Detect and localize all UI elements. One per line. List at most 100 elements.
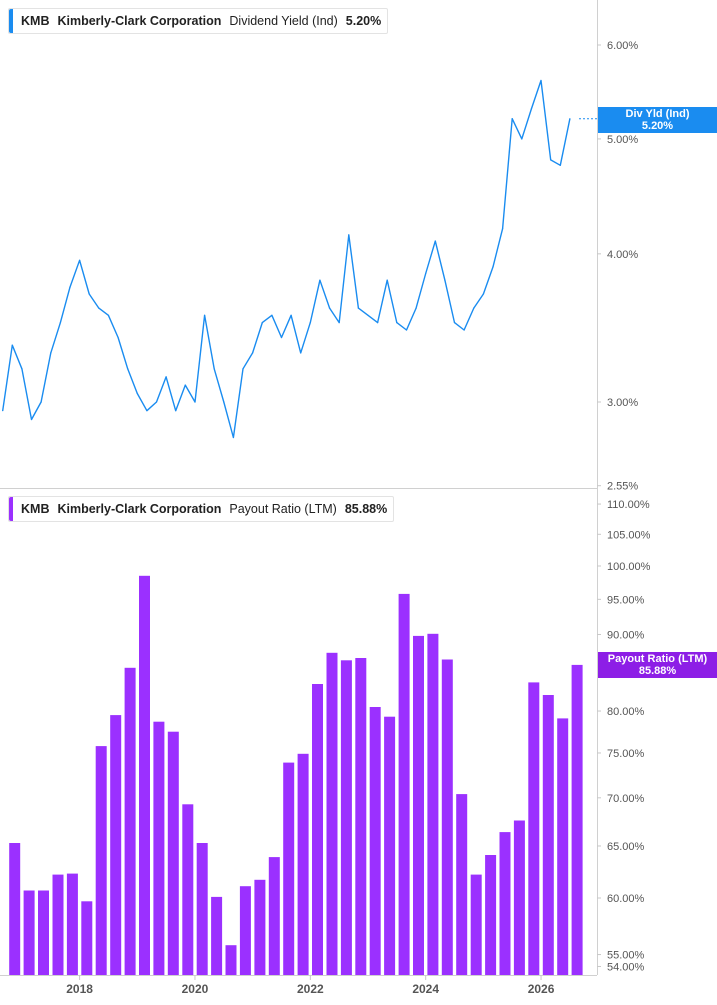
dividend-yield-point (40, 401, 42, 403)
payout-ratio-bar (528, 682, 540, 975)
x-tick-label: 2024 (412, 982, 439, 996)
payout-ratio-y-tick-label: 80.00% (607, 706, 645, 718)
dividend-yield-point (21, 368, 23, 370)
legend-ticker: KMB (21, 14, 50, 28)
dividend-yield-point (136, 392, 138, 395)
dividend-yield-point (261, 322, 263, 324)
dividend-yield-point (319, 279, 321, 281)
payout-ratio-bar (384, 716, 396, 975)
legend-ticker: KMB (21, 502, 50, 516)
dividend-yield-point (242, 368, 244, 370)
payout-ratio-bar (398, 593, 410, 975)
payout-ratio-bar (355, 658, 367, 975)
dividend-yield-point (396, 322, 398, 324)
dividend-yield-y-tick-label: 2.55% (607, 481, 638, 493)
dividend-yield-y-tick-label: 5.00% (607, 134, 638, 146)
payout-ratio-bar (196, 843, 208, 975)
dividend-yield-point (405, 329, 408, 331)
dividend-yield-y-tick-label: 4.00% (607, 249, 638, 261)
payout-ratio-bar (153, 721, 165, 975)
dividend-yield-point (473, 307, 475, 309)
tag-value: 5.20% (641, 120, 674, 132)
payout-ratio-plot (9, 575, 583, 975)
dividend-yield-point (482, 293, 484, 295)
payout-ratio-y-tick-label: 65.00% (607, 841, 645, 853)
payout-ratio-y-tick-label: 100.00% (607, 561, 651, 573)
legend-value: 5.20% (345, 14, 382, 28)
legend-company: Kimberly-Clark Corporation (57, 14, 222, 28)
payout-ratio-bar (283, 762, 295, 975)
dividend-yield-point (540, 79, 542, 82)
dividend-yield-point (184, 384, 186, 386)
dividend-yield-point (69, 286, 71, 288)
dividend-yield-point (377, 322, 379, 324)
dividend-yield-point (59, 322, 61, 324)
dividend-yield-point (425, 272, 427, 275)
dividend-yield-point (328, 307, 331, 309)
dividend-yield-point (271, 314, 273, 316)
payout-ratio-y-tick-label: 55.00% (607, 950, 645, 962)
payout-ratio-y-tick-label: 54.00% (607, 961, 645, 973)
dividend-yield-point (501, 228, 504, 230)
dividend-yield-point (107, 314, 110, 316)
dividend-yield-point (194, 401, 196, 403)
x-tick-label: 2018 (66, 982, 93, 996)
payout-ratio-y-tick-label: 95.00% (607, 594, 645, 606)
payout-ratio-bar (124, 667, 136, 975)
payout-ratio-bar (239, 886, 251, 975)
dividend-yield-point (357, 307, 359, 309)
payout-ratio-y-tick-label: 105.00% (607, 529, 651, 541)
dividend-yield-point (550, 159, 552, 161)
dividend-yield-point (415, 307, 417, 309)
dividend-yield-point (511, 118, 513, 120)
dividend-yield-point (338, 322, 340, 324)
dividend-yield-point (434, 240, 436, 242)
dividend-yield-point (11, 344, 13, 346)
payout-ratio-bar (9, 843, 21, 975)
tag-title: Payout Ratio (LTM) (607, 653, 708, 665)
x-tick-label: 2022 (297, 982, 324, 996)
payout-ratio-bar (456, 794, 468, 975)
dividend-yield-point (203, 314, 206, 316)
payout-ratio-bar (211, 896, 223, 975)
dividend-yield-point (367, 314, 369, 316)
dividend-yield-point (88, 293, 90, 295)
payout-ratio-bar (268, 857, 280, 975)
payout-ratio-bar (297, 753, 309, 975)
dividend-yield-point (213, 368, 215, 370)
payout-ratio-bar (326, 652, 338, 975)
payout-ratio-y-tick-label: 110.00% (607, 499, 650, 511)
current-dividend-yield-tag: Div Yld (Ind) 5.20% (598, 107, 717, 133)
dividend-yield-point (530, 108, 533, 110)
dividend-yield-point (252, 352, 254, 354)
x-tick-label: 2020 (182, 982, 209, 996)
payout-ratio-bar (340, 660, 352, 975)
payout-ratio-bar (427, 633, 439, 975)
dividend-yield-point (453, 322, 456, 324)
payout-ratio-bar (81, 901, 93, 975)
payout-ratio-bar (369, 707, 381, 975)
legend-swatch-payout-ratio (9, 497, 13, 521)
dividend-yield-point (146, 410, 148, 412)
dividend-yield-point (117, 336, 119, 339)
dividend-yield-point (463, 329, 465, 331)
dividend-yield-point (155, 401, 158, 403)
tag-title: Div Yld (Ind) (625, 108, 690, 120)
payout-ratio-y-tick-label: 60.00% (607, 893, 645, 905)
payout-ratio-bar (23, 890, 35, 975)
legend-value: 85.88% (344, 502, 388, 516)
payout-ratio-y-tick-label: 90.00% (607, 629, 645, 641)
payout-ratio-bar (557, 718, 569, 975)
dividend-yield-point (444, 279, 446, 281)
payout-ratio-y-tick-label: 75.00% (607, 748, 645, 760)
dividend-yield-plot (2, 79, 597, 439)
payout-ratio-bar (225, 945, 237, 975)
dividend-yield-point (79, 259, 81, 261)
payout-ratio-bar (110, 715, 122, 975)
dividend-yield-point (290, 314, 292, 316)
payout-ratio-bar (167, 731, 179, 975)
current-payout-ratio-tag: Payout Ratio (LTM) 85.88% (598, 652, 717, 678)
payout-ratio-bar (38, 890, 49, 975)
payout-ratio-bar (182, 804, 194, 975)
dividend-yield-point (30, 418, 33, 421)
